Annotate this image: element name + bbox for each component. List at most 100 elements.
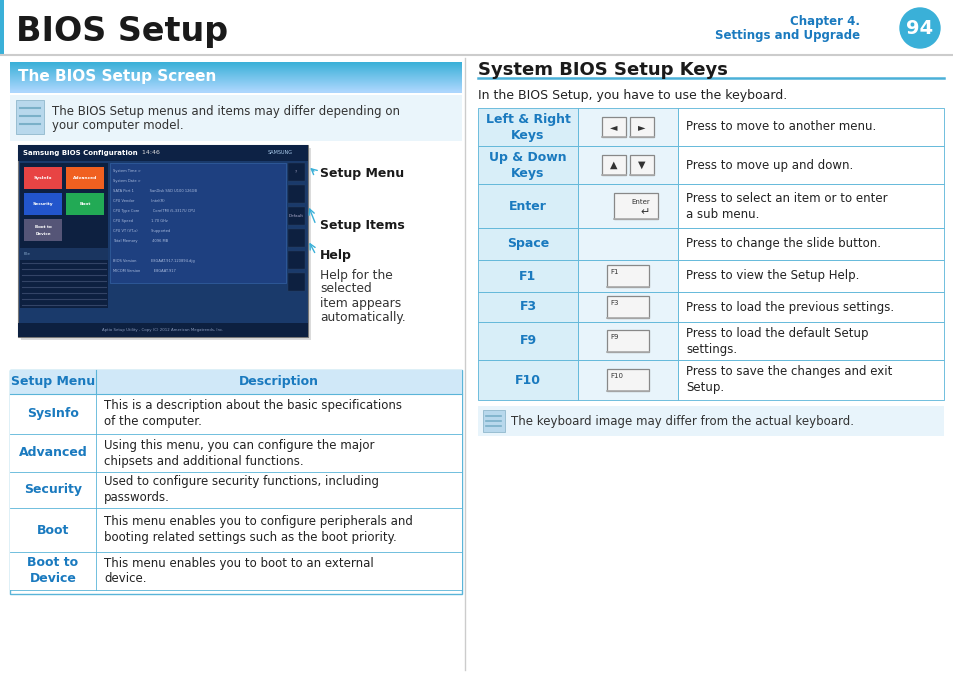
Bar [288,185,305,203]
Bar [10,394,461,434]
Text: a sub menu.: a sub menu. [685,207,759,221]
Bar [10,370,461,394]
Bar [10,86,461,87]
Bar [678,322,943,360]
Text: device.: device. [104,573,147,586]
Bar [477,322,578,360]
Bar [10,81,461,83]
Text: Using this menu, you can configure the major: Using this menu, you can configure the m… [104,439,375,452]
Text: This menu enables you to configure peripherals and: This menu enables you to configure perip… [104,515,413,529]
Text: Description: Description [239,376,318,389]
Bar [10,78,461,79]
Text: ▲: ▲ [610,160,618,170]
Bar [614,193,658,219]
Bar [601,117,625,137]
Text: File: File [24,252,30,256]
Text: BIOS Version             E8GAAT.917.120894.djg: BIOS Version E8GAAT.917.120894.djg [112,259,194,263]
Text: Press to load the previous settings.: Press to load the previous settings. [685,301,893,313]
Text: Boot: Boot [79,202,91,206]
Text: Device: Device [35,232,51,236]
Text: Space: Space [506,238,549,250]
Bar [578,184,678,228]
Bar [24,219,62,241]
Text: Advanced: Advanced [72,176,97,180]
Bar [21,148,311,340]
Bar [10,74,461,76]
Bar [10,73,461,74]
Bar [10,72,461,74]
Text: Left & Right: Left & Right [485,112,570,125]
Text: F9: F9 [609,334,618,340]
Text: Total Memory             4096 MB: Total Memory 4096 MB [112,239,168,243]
Text: Setup.: Setup. [685,382,723,395]
Bar [10,80,461,81]
Text: Keys: Keys [511,129,544,141]
Text: Device: Device [30,573,76,586]
Bar [477,184,578,228]
Bar [66,167,104,189]
Text: Press to view the Setup Help.: Press to view the Setup Help. [685,269,859,282]
Bar [678,184,943,228]
Bar [10,79,461,81]
Text: Chapter 4.: Chapter 4. [789,16,859,28]
Text: System Date >: System Date > [112,179,141,183]
Text: Press to load the default Setup: Press to load the default Setup [685,326,867,339]
Bar [10,87,461,89]
Bar [66,193,104,215]
Bar [629,117,654,137]
Text: Boot: Boot [37,523,70,536]
Bar [578,146,678,184]
Text: SATA Port 1              SanDisk SSD U100 126GB: SATA Port 1 SanDisk SSD U100 126GB [112,189,196,193]
Bar [18,323,308,337]
Bar [477,146,578,184]
Text: SysInfo: SysInfo [33,176,52,180]
Bar [629,155,654,175]
Text: The BIOS Setup Screen: The BIOS Setup Screen [18,70,216,85]
Text: Up & Down: Up & Down [489,150,566,164]
Text: chipsets and additional functions.: chipsets and additional functions. [104,454,303,468]
Text: settings.: settings. [685,343,737,355]
Text: your computer model.: your computer model. [52,118,183,131]
Bar [477,108,578,146]
Text: Security: Security [32,202,53,206]
Bar [10,85,461,87]
Bar [678,108,943,146]
Bar [678,146,943,184]
Text: selected: selected [319,282,372,295]
Bar [288,229,305,247]
Bar [606,265,648,287]
Text: 94: 94 [905,18,933,37]
Bar [10,63,461,64]
Text: item appears: item appears [319,297,401,309]
Bar [18,145,308,337]
Bar [606,369,648,391]
Text: Boot to: Boot to [34,225,51,229]
Text: Default: Default [288,214,303,218]
Text: The keyboard image may differ from the actual keyboard.: The keyboard image may differ from the a… [511,414,853,427]
Text: Press to select an item or to enter: Press to select an item or to enter [685,192,886,204]
Text: Press to save the changes and exit: Press to save the changes and exit [685,366,891,378]
Text: System BIOS Setup Keys: System BIOS Setup Keys [477,61,727,79]
Bar [288,251,305,269]
Text: F1: F1 [518,269,536,282]
Bar [288,163,305,181]
Bar [482,410,504,432]
Text: Security: Security [24,483,82,496]
Text: ▼: ▼ [638,160,645,170]
Text: F3: F3 [518,301,536,313]
Bar [678,360,943,400]
Bar [10,71,461,72]
Text: F10: F10 [515,374,540,387]
Bar [578,228,678,260]
Bar [10,70,461,72]
Text: Press to move up and down.: Press to move up and down. [685,158,852,171]
Bar [477,406,943,436]
Text: In the BIOS Setup, you have to use the keyboard.: In the BIOS Setup, you have to use the k… [477,89,786,102]
Text: CPU VT (VT-x)            Supported: CPU VT (VT-x) Supported [112,229,171,233]
Bar [20,248,108,260]
Text: System Time >: System Time > [112,169,141,173]
Bar [10,75,461,77]
Bar [10,83,461,85]
Bar [20,163,108,308]
Text: 14:46: 14:46 [140,150,162,156]
